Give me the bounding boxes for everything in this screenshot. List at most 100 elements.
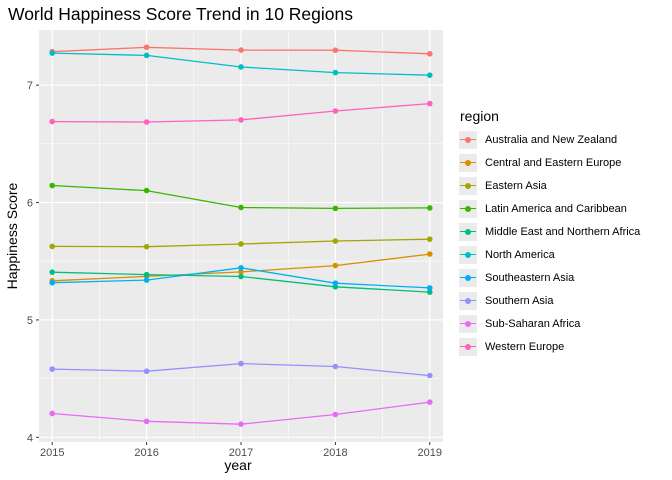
data-point xyxy=(143,368,150,375)
series-layer xyxy=(49,44,433,427)
legend-item: Middle East and Northern Africa xyxy=(459,220,640,243)
legend-key xyxy=(459,176,477,195)
data-point xyxy=(143,271,150,278)
data-point xyxy=(332,280,339,286)
y-tick-label: 7 xyxy=(27,80,33,92)
data-point xyxy=(49,182,56,189)
legend-key xyxy=(459,314,477,333)
legend-key-point xyxy=(465,228,471,235)
data-point xyxy=(332,69,339,76)
legend-key xyxy=(459,222,477,241)
legend-item: North America xyxy=(459,243,640,266)
legend-item: Eastern Asia xyxy=(459,174,640,197)
legend-key-point xyxy=(465,182,471,189)
legend-title: region xyxy=(460,108,499,124)
y-axis-title: Happiness Score xyxy=(4,182,20,289)
data-point xyxy=(332,262,339,269)
data-point xyxy=(49,269,56,275)
legend-label: Southeastern Asia xyxy=(485,271,575,284)
legend-label: Eastern Asia xyxy=(485,179,547,192)
legend-key-point xyxy=(465,136,471,143)
legend-key xyxy=(459,268,477,287)
data-point xyxy=(238,204,244,211)
data-point xyxy=(238,273,244,280)
data-point xyxy=(143,119,150,125)
chart-title: World Happiness Score Trend in 10 Region… xyxy=(8,4,354,24)
data-point xyxy=(49,243,56,250)
legend-key-point xyxy=(465,205,471,212)
legend-item: Australia and New Zealand xyxy=(459,128,640,151)
data-point xyxy=(49,118,56,125)
data-point xyxy=(332,411,339,418)
legend-key xyxy=(459,291,477,310)
data-point xyxy=(238,47,244,53)
legend: Australia and New Zealand Central and Eas… xyxy=(459,128,640,358)
data-point xyxy=(143,52,150,59)
legend-key-point xyxy=(465,297,471,304)
x-tick-label: 2015 xyxy=(40,447,64,459)
legend-key-point xyxy=(465,320,471,327)
legend-item: Western Europe xyxy=(459,335,640,358)
data-point xyxy=(238,241,244,247)
data-point xyxy=(143,418,150,425)
y-tick-label: 6 xyxy=(27,198,33,210)
data-point xyxy=(143,187,150,194)
data-point xyxy=(332,205,339,212)
legend-key-point xyxy=(465,159,471,166)
legend-key-point xyxy=(465,274,471,281)
data-point xyxy=(238,117,244,123)
data-point xyxy=(49,279,56,286)
legend-key xyxy=(459,153,477,172)
data-point xyxy=(143,277,150,283)
legend-item: Southern Asia xyxy=(459,289,640,312)
x-tick-label: 2017 xyxy=(229,447,253,459)
data-point xyxy=(332,363,339,370)
data-point xyxy=(426,236,433,242)
legend-item: Southeastern Asia xyxy=(459,266,640,289)
data-point xyxy=(143,243,150,250)
data-point xyxy=(49,410,56,417)
data-point xyxy=(332,47,339,53)
data-point xyxy=(426,372,433,379)
data-point xyxy=(238,64,244,70)
data-point xyxy=(238,265,244,271)
data-point xyxy=(332,108,339,114)
legend-label: Australia and New Zealand xyxy=(485,133,618,146)
legend-key xyxy=(459,130,477,149)
data-point xyxy=(426,399,433,405)
x-axis-title: year xyxy=(224,457,252,473)
data-point xyxy=(426,289,433,295)
data-point xyxy=(143,44,150,51)
legend-key xyxy=(459,337,477,356)
x-axis: 2015 2016 2017 2018 2019 xyxy=(40,442,442,459)
legend-item: Latin America and Caribbean xyxy=(459,197,640,220)
data-point xyxy=(426,285,433,291)
legend-key-point xyxy=(465,343,471,350)
legend-label: Latin America and Caribbean xyxy=(485,202,627,215)
legend-item: Sub-Saharan Africa xyxy=(459,312,640,335)
data-point xyxy=(426,205,433,211)
data-point xyxy=(426,251,433,257)
data-point xyxy=(49,366,56,372)
legend-label: Central and Eastern Europe xyxy=(485,156,622,169)
data-point xyxy=(332,238,339,244)
data-point xyxy=(426,100,433,107)
legend-key xyxy=(459,199,477,218)
legend-label: North America xyxy=(485,248,555,261)
legend-label: Middle East and Northern Africa xyxy=(485,225,641,238)
data-point xyxy=(426,72,433,78)
legend-label: Southern Asia xyxy=(485,294,554,307)
data-point xyxy=(238,421,244,427)
x-tick-label: 2019 xyxy=(418,447,442,459)
legend-label: Sub-Saharan Africa xyxy=(485,317,581,330)
data-point xyxy=(49,50,56,56)
data-point xyxy=(238,269,244,275)
y-tick-label: 4 xyxy=(27,432,33,444)
legend-item: Central and Eastern Europe xyxy=(459,151,640,174)
legend-label: Western Europe xyxy=(485,340,565,353)
legend-key-point xyxy=(465,251,471,258)
x-tick-label: 2016 xyxy=(134,447,158,459)
data-point xyxy=(238,360,244,367)
y-tick-label: 5 xyxy=(27,315,33,327)
